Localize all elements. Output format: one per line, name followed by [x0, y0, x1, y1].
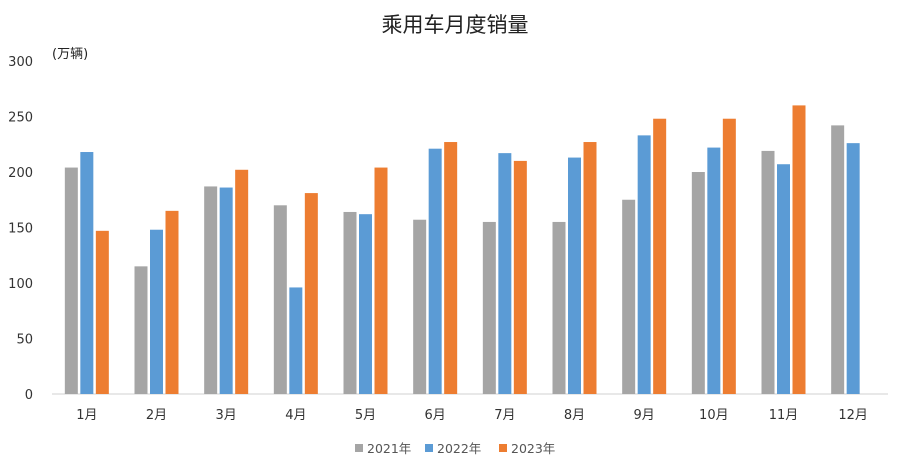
y-tick-label: 300	[8, 55, 33, 70]
y-axis-unit: (万辆)	[52, 47, 88, 62]
bar	[428, 148, 442, 394]
bar	[64, 167, 78, 394]
bar	[359, 214, 372, 394]
legend-label: 2022年	[437, 441, 481, 456]
y-tick-label: 100	[8, 277, 33, 292]
x-tick-label: 4月	[285, 408, 306, 423]
bar	[691, 172, 705, 394]
y-tick-label: 50	[16, 333, 33, 348]
bar	[150, 229, 163, 394]
x-tick-label: 11月	[769, 408, 799, 423]
bar	[273, 205, 287, 394]
y-tick-label: 200	[8, 166, 33, 181]
bar	[80, 152, 94, 394]
x-tick-label: 7月	[494, 408, 515, 423]
x-tick-label: 10月	[699, 408, 729, 423]
bar	[777, 164, 790, 394]
bar	[219, 187, 233, 394]
legend-label: 2023年	[511, 441, 555, 456]
legend-swatch	[499, 444, 507, 452]
x-tick-label: 6月	[425, 408, 446, 423]
bar	[583, 142, 597, 394]
bar	[761, 150, 775, 394]
x-tick-label: 5月	[355, 408, 376, 423]
bar	[513, 160, 527, 394]
bar	[637, 135, 651, 394]
bars	[64, 105, 860, 395]
x-tick-label: 1月	[76, 408, 97, 423]
bar	[482, 221, 496, 394]
legend-swatch	[355, 444, 363, 452]
legend: 2021年 2022年 2023年	[355, 441, 555, 456]
bar	[235, 169, 249, 394]
x-axis: 1月 2月 3月 4月 5月 6月 7月 8月 9月 10月 11月 12月	[76, 408, 868, 423]
bar	[653, 118, 667, 394]
y-tick-label: 250	[8, 111, 33, 126]
y-tick-label: 150	[8, 222, 33, 237]
x-tick-label: 2月	[146, 408, 167, 423]
x-tick-label: 8月	[564, 408, 585, 423]
bar	[343, 211, 357, 394]
bar	[134, 266, 148, 394]
y-tick-label: 0	[25, 388, 33, 403]
bar	[552, 221, 566, 394]
bar	[444, 142, 458, 394]
bar	[568, 157, 581, 394]
x-tick-label: 3月	[216, 408, 237, 423]
y-axis: 0 50 100 150 200 250 300	[8, 55, 33, 403]
x-tick-label: 9月	[634, 408, 655, 423]
bar	[413, 219, 427, 394]
bar	[95, 230, 109, 394]
x-tick-label: 12月	[838, 408, 868, 423]
bar	[792, 105, 806, 395]
bar	[846, 143, 860, 394]
bar	[707, 147, 721, 394]
legend-swatch	[425, 444, 433, 452]
bar	[831, 125, 845, 394]
chart-title: 乘用车月度销量	[382, 13, 529, 37]
bar	[498, 153, 512, 394]
bar	[165, 210, 179, 394]
bar	[204, 186, 218, 394]
bar	[722, 118, 736, 394]
bar	[622, 199, 636, 394]
bar	[304, 193, 318, 394]
bar	[289, 287, 303, 394]
legend-label: 2021年	[367, 441, 411, 456]
bar	[374, 167, 388, 394]
